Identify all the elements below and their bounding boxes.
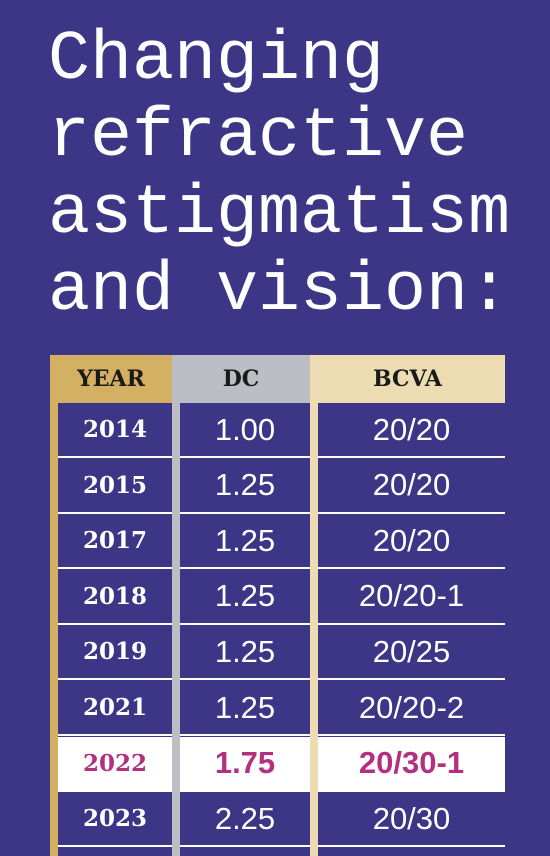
- title-line: astigmatism: [48, 175, 511, 254]
- title-line: and vision:: [48, 252, 511, 331]
- value-cell: 1.25: [180, 459, 310, 514]
- value-cell: 20/20: [318, 403, 505, 458]
- title-line: Changing: [48, 21, 385, 100]
- year-cell: 2019: [58, 625, 172, 681]
- value-cell: 1.25: [180, 681, 310, 736]
- value-cell: 20/25: [318, 625, 505, 681]
- year-cell: 2018: [58, 570, 172, 625]
- value-cell: 20/30: [318, 792, 505, 848]
- value-cell: 2.25: [180, 792, 310, 848]
- value-cell: 1.75: [180, 736, 310, 792]
- year-cell: 2015: [58, 459, 172, 514]
- value-cell: 20/30-1: [318, 736, 505, 792]
- value-cell: 20/20: [318, 459, 505, 514]
- value-cell: 1.00: [180, 403, 310, 458]
- title-line: refractive: [48, 98, 469, 177]
- header-cell: BCVA: [310, 355, 505, 403]
- value-cell: 20/20-1: [318, 570, 505, 625]
- year-cell: 2014: [58, 403, 172, 458]
- value-cell: 20/20: [318, 514, 505, 570]
- year-strip: [50, 355, 58, 856]
- year-cell: 2022: [58, 736, 172, 792]
- year-cell: 2021: [58, 681, 172, 736]
- value-cell: 1.25: [180, 514, 310, 570]
- header-cell: YEAR: [50, 355, 172, 403]
- value-cell: 1.25: [180, 625, 310, 681]
- year-cell: 2023: [58, 792, 172, 848]
- header-cell: DC: [172, 355, 310, 403]
- year-cell: 2017: [58, 514, 172, 570]
- value-cell: 20/20-2: [318, 681, 505, 736]
- dc-strip: [172, 355, 180, 856]
- bcva-strip: [310, 355, 318, 856]
- value-cell: 1.25: [180, 570, 310, 625]
